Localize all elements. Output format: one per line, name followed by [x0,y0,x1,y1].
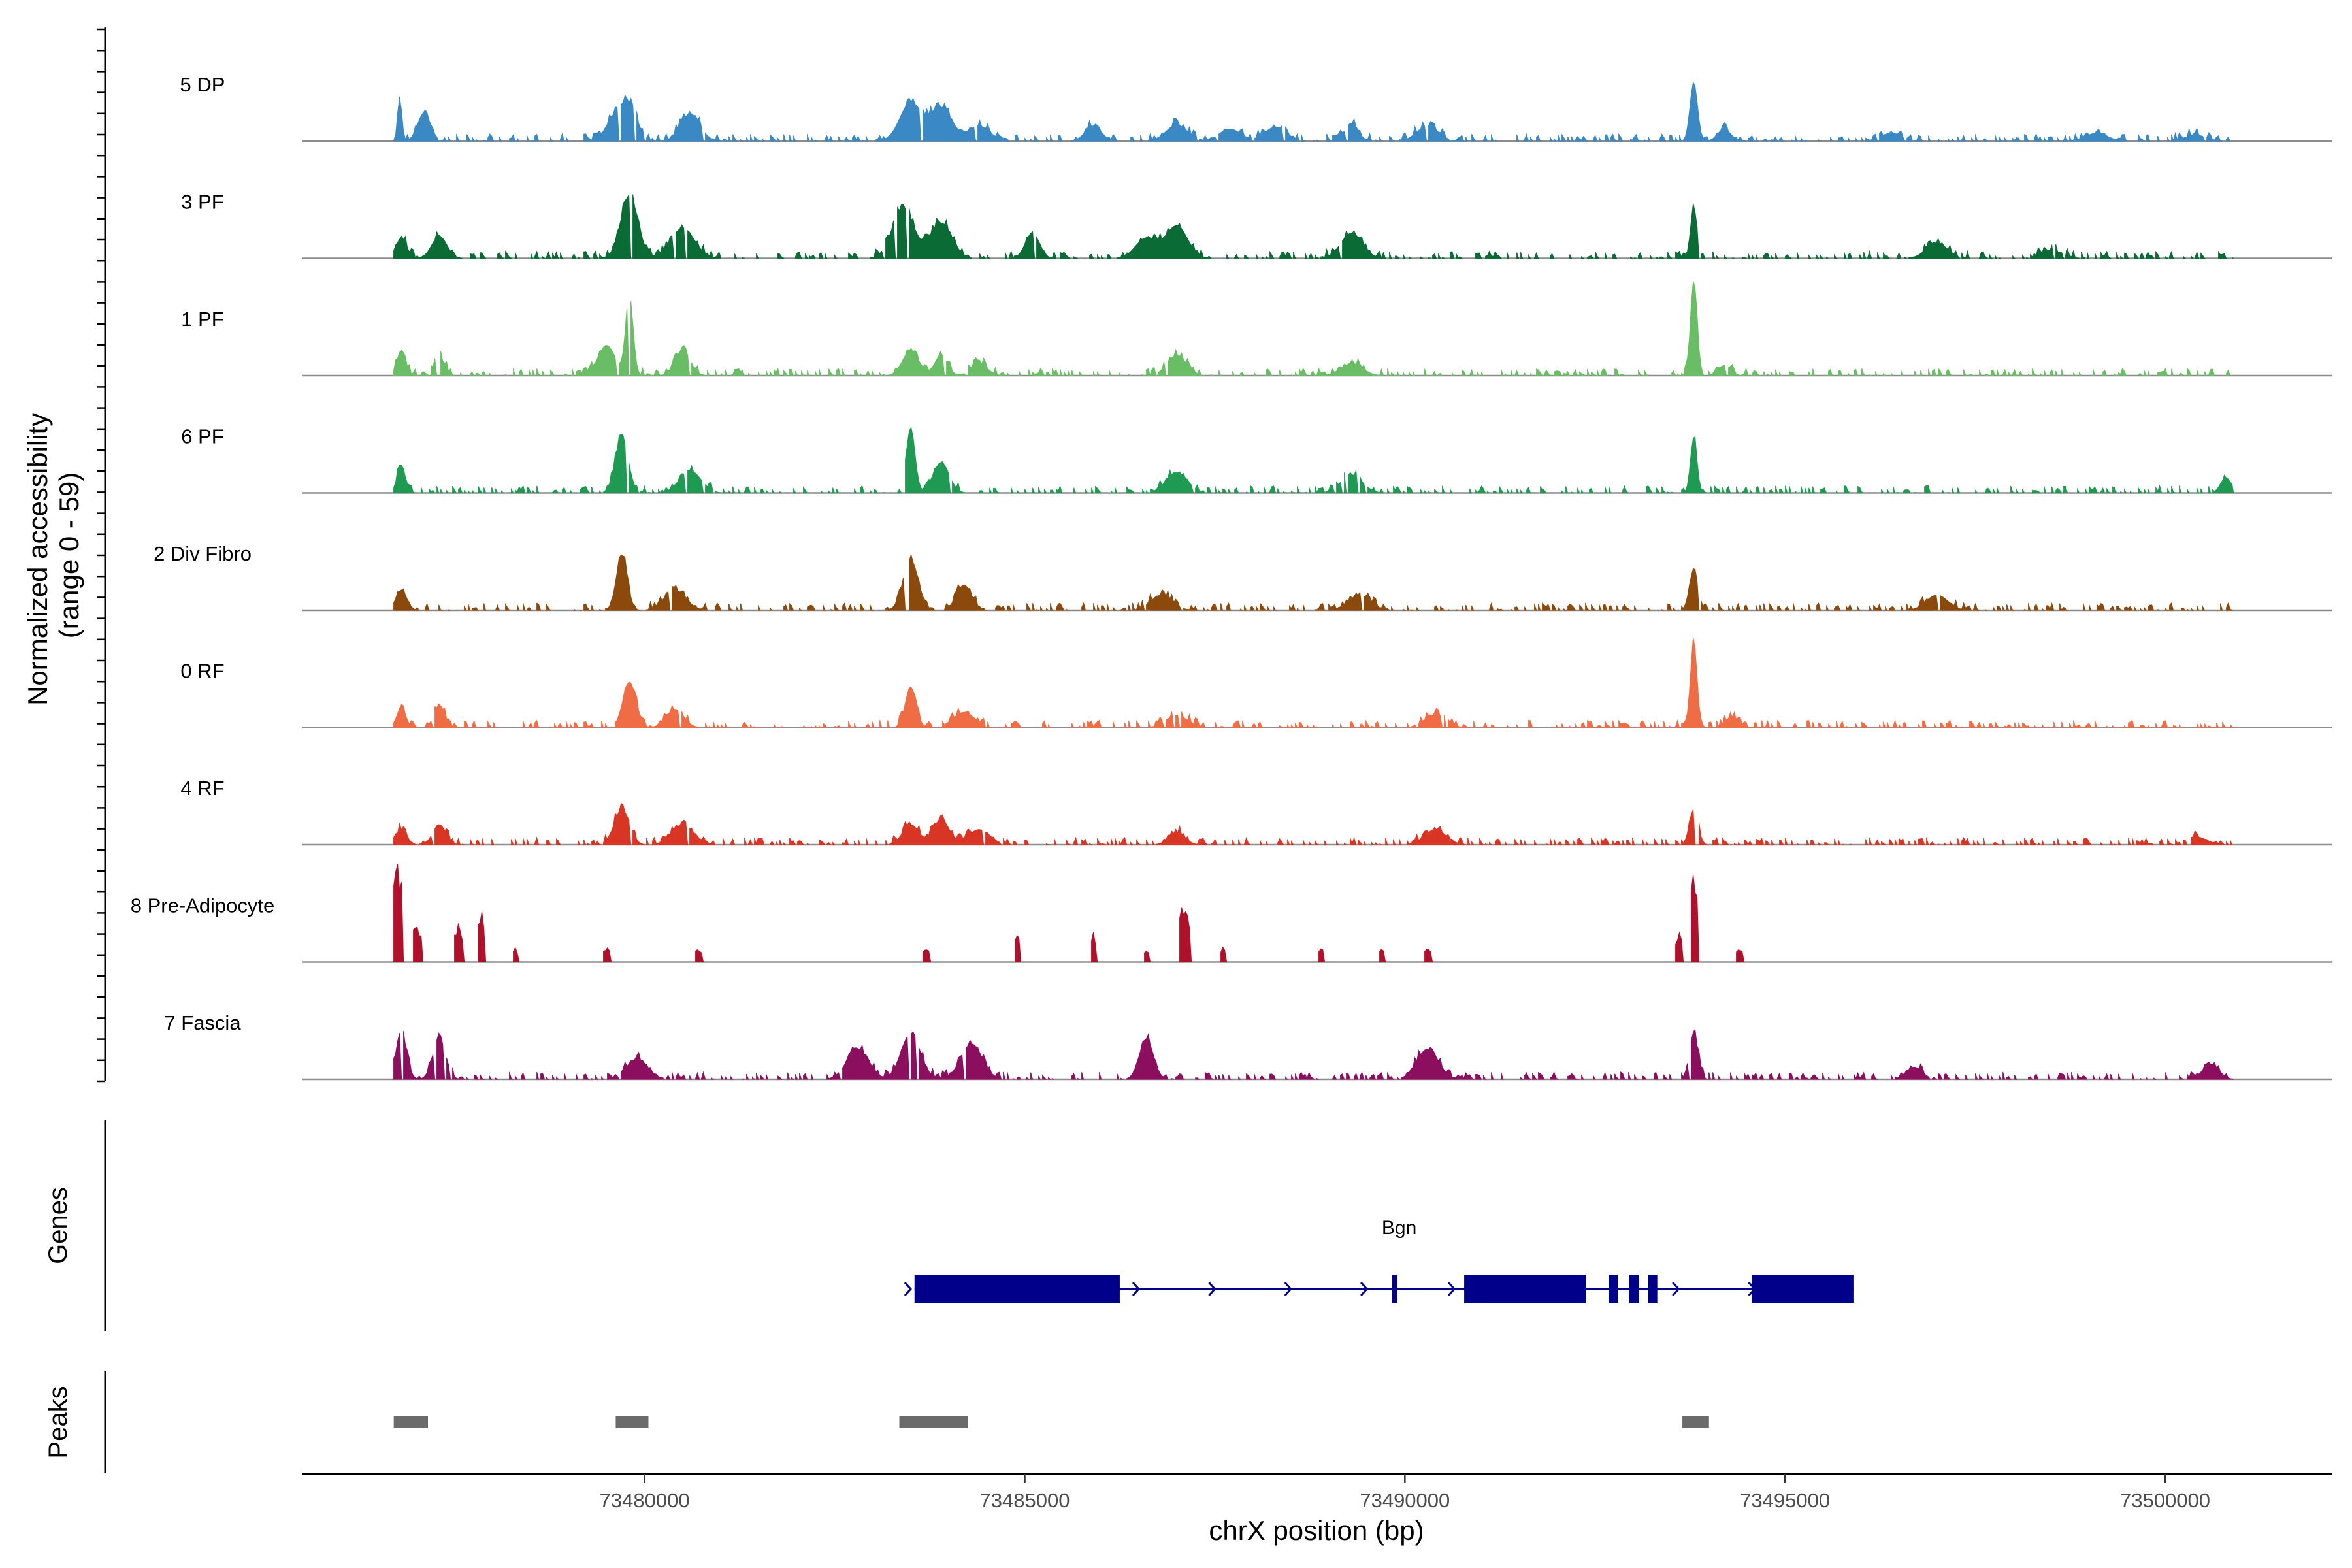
strand-arrow [1284,1281,1292,1297]
x-tick-label: 73480000 [600,1489,690,1512]
coverage-area [393,553,2234,611]
coverage-area [393,426,2234,493]
peak-region [393,1416,429,1428]
gene-exon [1629,1275,1639,1303]
track-label: 4 RF [180,777,224,800]
x-tick-label: 73495000 [1740,1489,1830,1512]
strand-arrow [904,1281,912,1297]
track-label: 6 PF [181,425,223,448]
coverage-area [393,864,1745,962]
peaks-track [393,1416,1709,1428]
track-0-rf: 0 RF [180,637,2332,728]
gene-exon [1609,1275,1618,1303]
strand-arrow [1132,1281,1141,1297]
y-axis-title-line2: (range 0 - 59) [54,472,84,638]
y-axis-title: Normalized accessibility (range 0 - 59) [22,405,84,706]
track-3-pf: 3 PF [181,191,2332,259]
gene-exon [1751,1275,1854,1303]
track-1-pf: 1 PF [181,280,2332,377]
track-label: 5 DP [180,73,225,96]
strand-arrow [1447,1281,1456,1297]
coverage-area [393,802,2233,845]
track-5-dp: 5 DP [180,73,2332,142]
peak-region [1682,1416,1709,1428]
strand-arrow [1208,1281,1217,1297]
coverage-area [393,637,2235,728]
coverage-tracks: 5 DP 3 PF 1 PF 6 PF 2 Div Fibro 0 RF 4 RF 8 Pre… [131,73,2332,1081]
track-label: 3 PF [181,191,223,214]
track-8-pre-adipocyte: 8 Pre-Adipocyte [131,864,2332,963]
x-axis-title: chrX position (bp) [1209,1515,1424,1546]
gene-exon [1464,1275,1586,1303]
strand-arrow [1360,1281,1369,1297]
peak-region [899,1416,968,1428]
gene-name-label: Bgn [1382,1217,1416,1239]
strand-arrow [1672,1281,1680,1297]
gene-model: Bgn [904,1217,1854,1303]
x-tick-label: 73485000 [980,1489,1070,1512]
x-tick-label: 73490000 [1360,1489,1450,1512]
x-axis: 73480000 73485000 73490000 73495000 73500000 [302,1473,2332,1512]
y-axis-title-line1: Normalized accessibility [22,413,53,706]
track-label: 1 PF [181,308,223,331]
track-2-div-fibro: 2 Div Fibro [154,542,2332,612]
peaks-panel-title: Peaks [44,1386,73,1458]
peak-region [615,1416,649,1428]
coverage-area [393,280,2231,377]
track-label: 7 Fascia [164,1011,241,1034]
gene-exon [914,1275,1120,1303]
gene-exon [1392,1275,1397,1303]
track-6-pf: 6 PF [181,425,2332,494]
gene-exon [1648,1275,1658,1303]
coverage-area [393,1028,2234,1080]
coverage-area [393,80,2231,142]
track-7-fascia: 7 Fascia [164,1011,2332,1081]
track-label: 8 Pre-Adipocyte [131,894,275,917]
y-axis [97,27,106,1083]
track-4-rf: 4 RF [180,777,2332,846]
x-tick-label: 73500000 [2120,1489,2210,1512]
genes-panel-title: Genes [44,1187,73,1264]
coverage-area [393,193,2234,259]
track-label: 2 Div Fibro [154,542,252,565]
track-label: 0 RF [180,660,224,683]
